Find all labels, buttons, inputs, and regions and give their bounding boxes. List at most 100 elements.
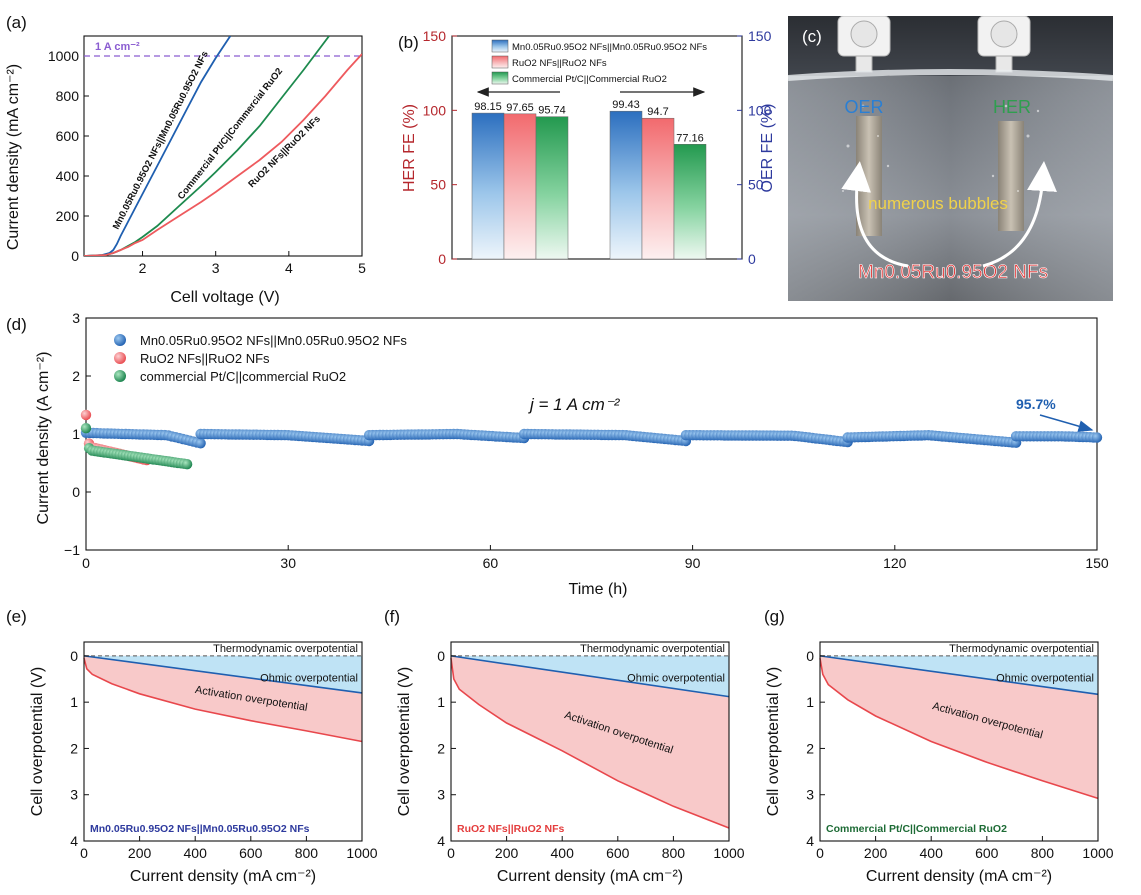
panel-a: (a) 2 3 4 5 0 200 400 600 800 1000 Cell voltage (…: [5, 13, 366, 306]
region-label-thermodynamic: Thermodynamic overpotential: [949, 643, 1094, 655]
y-tick-label-left: 0: [438, 251, 446, 267]
x-tick-label: 200: [864, 845, 888, 861]
y-tick-label-right: 0: [748, 251, 756, 267]
bar-pt-her: [535, 116, 569, 260]
panel-a-series-label-mn: Mn0.05Ru0.95O2 NFs||Mn0.05Ru0.95O2 NFs: [111, 49, 211, 231]
legend-label-mn: Mn0.05Ru0.95O2 NFs||Mn0.05Ru0.95O2 NFs: [140, 333, 407, 348]
bar-value-label: 95.74: [538, 105, 566, 117]
y-tick-label: 3: [806, 787, 814, 803]
y-tick-label: 0: [72, 484, 80, 500]
electrolyzer-photo: OER HER numerous bubbles Mn0.05Ru0.95O2 …: [788, 16, 1113, 301]
panel-b: (b) 0 0 50 50 100 100 150 150 98.15 97.65 95.74 99.…: [398, 28, 776, 267]
x-tick-label: 800: [1031, 845, 1055, 861]
region-label-thermodynamic: Thermodynamic overpotential: [213, 643, 358, 655]
panel-f: (f) 0 200 400 600 800 1000 0 1 2 3 4 Thermodynamic …: [384, 607, 745, 885]
x-tick-label: 0: [80, 845, 88, 861]
data-point-mn: [195, 438, 206, 449]
y-tick-label: 3: [437, 787, 445, 803]
y-tick-label-left: 50: [430, 177, 446, 193]
activation-region: [451, 655, 729, 828]
data-point-pt: [80, 423, 92, 434]
x-tick-label: 600: [239, 845, 263, 861]
y-tick-label: 2: [70, 740, 78, 756]
panel-f-label: (f): [384, 607, 400, 626]
x-tick-label: 1000: [713, 845, 744, 861]
series-line-ruo2: [84, 53, 362, 256]
y-tick-label: 1000: [48, 48, 79, 64]
panel-a-series-label-ruo2: RuO2 NFs||RuO2 NFs: [246, 114, 322, 190]
y-tick-label-right: 100: [748, 102, 772, 118]
panel-e: (e) 0 200 400 600 800 1000 0 1 2 3 4 Thermodynamic …: [6, 607, 378, 885]
x-tick-label: 0: [447, 845, 455, 861]
bar-pt-oer: [673, 144, 707, 260]
region-label-ohmic: Ohmic overpotential: [260, 672, 358, 684]
panel-ylabel: Cell overpotential (V): [29, 667, 46, 816]
panel-a-refline-label: 1 A cm⁻²: [95, 41, 140, 53]
panel-e-label: (e): [6, 607, 27, 626]
panel-b-ylabel-right: OER FE (%): [759, 104, 776, 193]
series-line-mn: [84, 36, 232, 256]
ohmic-line: [83, 655, 363, 694]
y-tick-label: 2: [437, 740, 445, 756]
x-tick-label: 800: [662, 845, 686, 861]
bar-value-label: 94.7: [647, 106, 668, 118]
total-overpotential-line: [819, 658, 1099, 800]
x-tick-label: 200: [495, 845, 519, 861]
x-tick-label: 3: [212, 260, 220, 276]
bar-value-label: 99.43: [612, 99, 640, 111]
panel-xlabel: Current density (mA cm⁻²): [497, 868, 683, 885]
activation-region: [820, 655, 1098, 799]
y-tick-label: 0: [71, 248, 79, 264]
legend-label-pt: commercial Pt/C||commercial RuO2: [140, 369, 346, 384]
bar-ruo2-oer: [641, 117, 675, 260]
y-tick-label: 800: [56, 88, 80, 104]
x-tick-label: 400: [184, 845, 208, 861]
x-tick-label: 5: [358, 260, 366, 276]
panel-d-retention-label: 95.7%: [1016, 396, 1056, 412]
panel-b-label: (b): [398, 33, 419, 52]
legend-swatch-mn: [491, 39, 509, 53]
bar-mn-her: [471, 112, 505, 260]
x-tick-label: 1000: [1082, 845, 1113, 861]
panel-b-ylabel-left: HER FE (%): [401, 104, 418, 192]
panel-a-xlabel: Cell voltage (V): [170, 289, 279, 306]
ohmic-line: [819, 655, 1099, 696]
legend-label-ruo2: RuO2 NFs||RuO2 NFs: [140, 351, 270, 366]
region-label-ohmic: Ohmic overpotential: [996, 672, 1094, 684]
panel-caption: RuO2 NFs||RuO2 NFs: [457, 823, 565, 835]
photo-oer-label: OER: [844, 97, 883, 117]
y-tick-label: 0: [806, 648, 814, 664]
y-tick-label: 4: [437, 833, 445, 849]
x-tick-label: 150: [1085, 555, 1109, 571]
x-tick-label: 2: [139, 260, 147, 276]
panel-d-annotation: j = 1 A cm⁻²: [528, 395, 621, 414]
y-tick-label-left: 100: [423, 102, 447, 118]
panel-a-label: (a): [6, 13, 27, 32]
legend-dot-pt: [114, 370, 126, 382]
y-tick-label-right: 150: [748, 28, 772, 44]
panel-g: (g) 0 200 400 600 800 1000 0 1 2 3 4 Thermodynamic …: [764, 607, 1114, 885]
x-tick-label: 200: [128, 845, 152, 861]
x-tick-label: 1000: [346, 845, 377, 861]
frame: [83, 641, 363, 842]
x-tick-label: 600: [975, 845, 999, 861]
retention-arrow: [1039, 414, 1094, 433]
y-tick-label: 3: [70, 787, 78, 803]
y-tick-label: 4: [806, 833, 814, 849]
y-tick-label: 4: [70, 833, 78, 849]
photo-arrow-oer: [841, 161, 909, 268]
y-tick-label: 1: [437, 694, 445, 710]
panel-d-label: (d): [6, 315, 27, 334]
panel-a-frame: [83, 35, 363, 257]
bar-value-label: 97.65: [506, 102, 534, 114]
photo-catalyst-label: Mn0.05Ru0.95O2 NFs: [858, 262, 1048, 283]
legend-dot-mn: [114, 334, 126, 346]
y-tick-label-left: 150: [423, 28, 447, 44]
panel-caption: Commercial Pt/C||Commercial RuO2: [826, 823, 1007, 835]
panel-xlabel: Current density (mA cm⁻²): [866, 868, 1052, 885]
frame: [450, 641, 730, 842]
panel-d-ylabel: Current density (A cm⁻²): [35, 352, 52, 525]
y-tick-label: −1: [64, 542, 80, 558]
